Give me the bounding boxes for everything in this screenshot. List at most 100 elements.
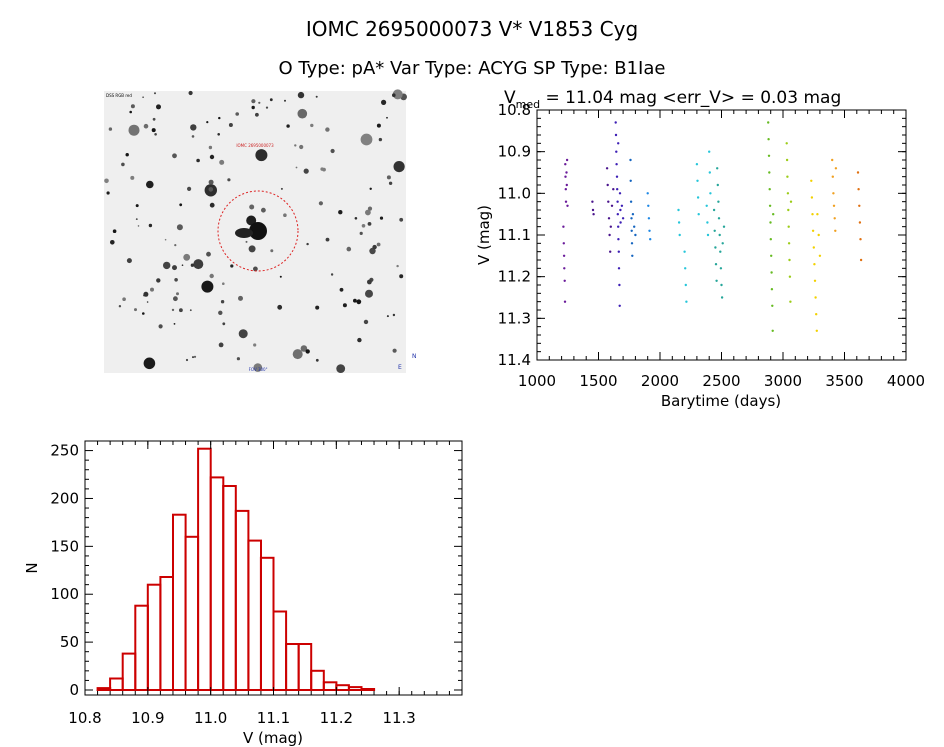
lightcurve-point <box>770 254 773 257</box>
star <box>365 209 371 216</box>
y-tick-label: 50 <box>60 633 79 651</box>
x-tick-label: 2000 <box>641 372 679 390</box>
lightcurve-point <box>858 204 861 207</box>
lightcurve-point <box>772 213 775 216</box>
lightcurve-point <box>767 138 770 141</box>
star <box>251 99 256 104</box>
star <box>173 323 176 325</box>
star <box>222 282 225 286</box>
lightcurve-point <box>818 254 822 257</box>
lightcurve-point <box>614 121 617 124</box>
star <box>230 264 234 268</box>
star <box>342 303 347 308</box>
histogram-bar <box>347 686 363 691</box>
star <box>150 287 154 292</box>
lightcurve-point <box>859 258 863 262</box>
star <box>176 224 183 231</box>
star <box>270 249 274 253</box>
star <box>126 258 132 264</box>
star <box>227 178 231 182</box>
star <box>163 261 171 270</box>
lightcurve-point <box>562 254 566 257</box>
star <box>135 218 138 221</box>
lightcurve-point <box>615 150 618 153</box>
star <box>188 90 193 96</box>
lightcurve-point <box>785 142 788 145</box>
lightcurve-point <box>706 221 709 224</box>
x-tick-label: 11.1 <box>257 709 290 727</box>
lightcurve-point <box>788 275 792 278</box>
lightcurve-point <box>811 213 814 216</box>
lightcurve-point <box>767 154 771 157</box>
lightcurve-point <box>616 200 619 203</box>
lightcurve-point <box>834 167 838 170</box>
lightcurve-point <box>770 271 773 274</box>
target-star-halo <box>235 228 253 238</box>
lightcurve-point <box>832 192 835 195</box>
star <box>396 264 399 268</box>
histogram-bar <box>172 513 187 692</box>
lightcurve-point <box>717 217 721 220</box>
star <box>156 104 161 110</box>
star <box>245 240 248 243</box>
star <box>248 245 256 253</box>
star <box>315 358 319 362</box>
target-star <box>249 222 267 240</box>
lightcurve-point <box>631 213 635 216</box>
star <box>191 135 195 138</box>
lightcurve-point <box>629 158 632 162</box>
lightcurve-point <box>857 188 860 191</box>
lightcurve-point <box>649 238 652 241</box>
target-circle <box>217 190 299 272</box>
star <box>255 112 259 117</box>
star <box>218 116 221 120</box>
lightcurve-point <box>768 188 771 191</box>
histogram-bar <box>197 447 212 692</box>
histogram-bar <box>146 583 162 692</box>
lightcurve-plot: 1000 1500 2000 2500 3000 3500 4000 10.8 10.9 11.0… <box>475 101 925 410</box>
star <box>306 242 309 246</box>
lightcurve-point <box>695 163 699 166</box>
star <box>176 292 179 296</box>
lightcurve-point <box>788 258 791 262</box>
lightcurve-point <box>617 250 620 253</box>
star <box>336 364 346 373</box>
histogram-bar <box>285 643 300 691</box>
star <box>110 240 115 245</box>
star <box>392 93 396 97</box>
star <box>217 133 220 136</box>
star <box>294 144 297 147</box>
star <box>142 312 145 315</box>
star <box>325 127 330 132</box>
lightcurve-point <box>619 221 622 224</box>
star <box>258 101 261 104</box>
stat-subscript: med <box>516 98 540 111</box>
star <box>365 289 373 298</box>
x-tick-label: 1000 <box>518 372 556 390</box>
lightcurve-point <box>697 213 700 216</box>
star <box>292 349 303 360</box>
star <box>299 144 304 150</box>
lightcurve-point <box>615 163 618 166</box>
star <box>367 206 373 211</box>
star <box>238 329 248 339</box>
lightcurve-point <box>856 171 860 174</box>
lightcurve-point <box>646 192 649 195</box>
star <box>261 207 266 213</box>
star <box>208 187 214 192</box>
lightcurve-point <box>607 200 610 203</box>
lightcurve-point <box>606 183 609 187</box>
star <box>295 166 298 169</box>
star <box>218 342 224 348</box>
star <box>367 222 372 226</box>
lightcurve-point <box>786 175 789 178</box>
star <box>143 291 149 297</box>
lightcurve-point <box>811 229 815 232</box>
star <box>108 127 113 131</box>
y-tick-label: 150 <box>50 537 79 555</box>
star <box>338 210 343 215</box>
star <box>392 89 403 100</box>
star <box>269 98 273 102</box>
star <box>251 105 255 110</box>
lightcurve-point <box>858 221 862 224</box>
